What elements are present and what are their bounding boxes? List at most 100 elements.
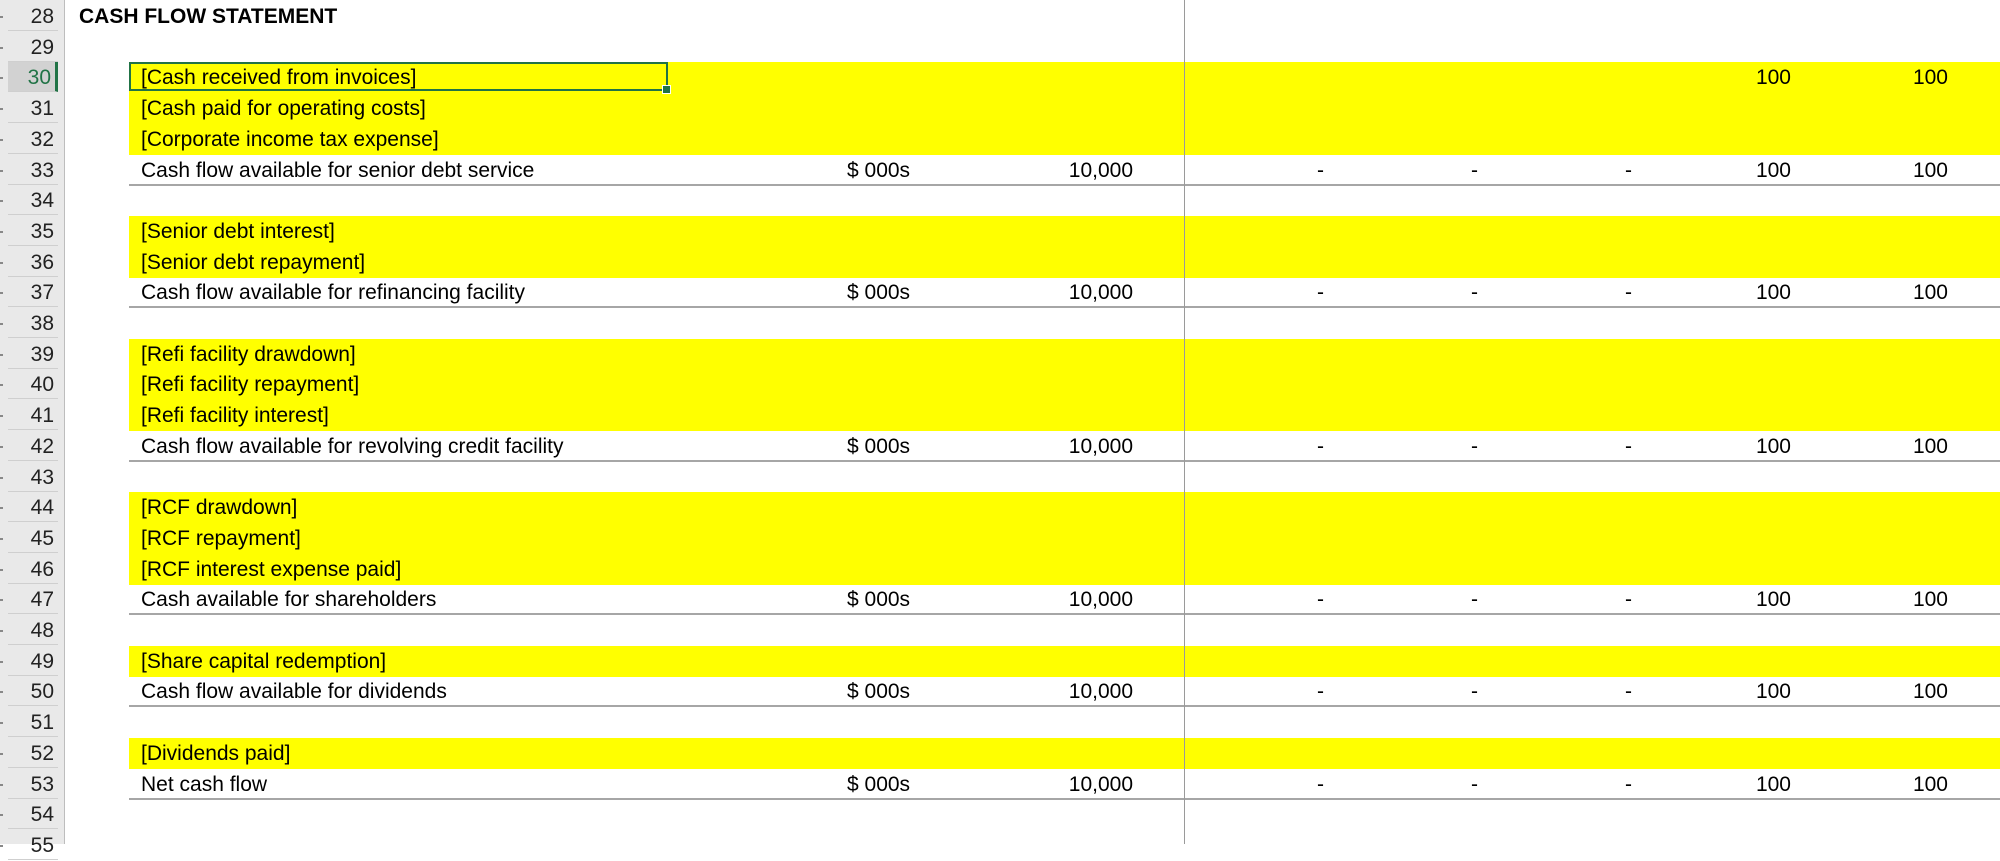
period-value-cell[interactable]: - xyxy=(1317,772,1324,796)
row-number[interactable]: 49 xyxy=(8,646,58,676)
row-number[interactable]: 53 xyxy=(8,769,58,799)
period-value-cell[interactable]: - xyxy=(1471,772,1478,796)
period-value-cell[interactable]: - xyxy=(1625,158,1632,182)
outline-dot xyxy=(0,261,3,264)
row-label-cell[interactable]: [Refi facility interest] xyxy=(141,404,329,428)
period-value-cell[interactable]: - xyxy=(1471,281,1478,305)
row-label-cell[interactable]: [Share capital redemption] xyxy=(141,649,387,673)
row-number[interactable]: 34 xyxy=(8,185,58,216)
row-number[interactable]: 47 xyxy=(8,584,58,615)
total-cell[interactable]: 10,000 xyxy=(1068,434,1133,458)
row-label-cell[interactable]: [RCF repayment] xyxy=(141,526,301,550)
input-fill xyxy=(129,553,2000,585)
period-value-cell[interactable]: 100 xyxy=(1912,680,1948,704)
unit-cell[interactable]: $ 000s xyxy=(847,281,911,305)
period-value-cell[interactable]: - xyxy=(1471,680,1478,704)
row-label-cell[interactable]: Cash flow available for senior debt serv… xyxy=(141,158,535,182)
row-label-cell[interactable]: Cash available for shareholders xyxy=(141,588,437,612)
row-label-cell[interactable]: [Senior debt repayment] xyxy=(141,250,366,274)
period-value-cell[interactable]: - xyxy=(1471,434,1478,458)
total-cell[interactable]: 10,000 xyxy=(1068,588,1133,612)
row-number[interactable]: 37 xyxy=(8,277,58,308)
row-label-cell[interactable]: [RCF drawdown] xyxy=(141,496,298,520)
row-number[interactable]: 55 xyxy=(8,830,58,860)
unit-cell[interactable]: $ 000s xyxy=(847,772,911,796)
period-value-cell[interactable]: 100 xyxy=(1755,680,1791,704)
total-cell[interactable]: 10,000 xyxy=(1068,158,1133,182)
row-number[interactable]: 33 xyxy=(8,155,58,185)
period-value-cell[interactable]: - xyxy=(1317,158,1324,182)
period-value-cell[interactable]: - xyxy=(1625,680,1632,704)
row-label-cell[interactable]: Cash flow available for revolving credit… xyxy=(141,434,564,458)
period-value-cell[interactable]: - xyxy=(1317,588,1324,612)
period-value-cell[interactable]: - xyxy=(1625,588,1632,612)
period-value-cell[interactable]: - xyxy=(1625,281,1632,305)
row-number[interactable]: 48 xyxy=(8,615,58,645)
sheet-row-31: 31 [Cash paid for operating costs] xyxy=(0,93,2000,125)
unit-cell[interactable]: $ 000s xyxy=(847,434,911,458)
row-number[interactable]: 29 xyxy=(8,32,58,62)
row-number[interactable]: 31 xyxy=(8,93,58,124)
row-label-cell[interactable]: [Refi facility drawdown] xyxy=(141,342,356,366)
period-value-cell[interactable]: - xyxy=(1317,680,1324,704)
total-cell[interactable]: 10,000 xyxy=(1068,281,1133,305)
total-cell[interactable]: 10,000 xyxy=(1068,680,1133,704)
period-value-cell[interactable]: 100 xyxy=(1755,772,1791,796)
input-fill xyxy=(129,123,2000,155)
row-label-cell[interactable]: Cash flow available for dividends xyxy=(141,680,447,704)
fill-handle[interactable] xyxy=(662,85,671,95)
row-number[interactable]: 32 xyxy=(8,124,58,154)
row-number[interactable]: 40 xyxy=(8,369,58,400)
row-number[interactable]: 39 xyxy=(8,339,58,369)
row-number[interactable]: 44 xyxy=(8,492,58,523)
unit-cell[interactable]: $ 000s xyxy=(847,680,911,704)
row-label-cell[interactable]: Net cash flow xyxy=(141,772,268,796)
row-label-cell[interactable]: [Cash received from invoices] xyxy=(141,66,417,90)
period-value-cell[interactable]: 100 xyxy=(1912,158,1948,182)
row-number[interactable]: 52 xyxy=(8,738,58,768)
period-value-cell[interactable]: 100 xyxy=(1755,158,1791,182)
row-label-cell[interactable]: [RCF interest expense paid] xyxy=(141,557,402,581)
period-value-cell[interactable]: 100 xyxy=(1912,772,1948,796)
total-cell[interactable]: 10,000 xyxy=(1068,772,1133,796)
period-value-cell[interactable]: 100 xyxy=(1755,66,1791,90)
row-label-cell[interactable]: [Corporate income tax expense] xyxy=(141,127,439,151)
period-value-cell[interactable]: 100 xyxy=(1912,434,1948,458)
period-value-cell[interactable]: - xyxy=(1317,281,1324,305)
row-number[interactable]: 30 xyxy=(8,62,58,93)
row-number[interactable]: 38 xyxy=(8,308,58,338)
period-value-cell[interactable]: - xyxy=(1625,772,1632,796)
row-label-cell[interactable]: [Refi facility repayment] xyxy=(141,373,360,397)
row-label-cell[interactable]: Cash flow available for refinancing faci… xyxy=(141,281,526,305)
row-number[interactable]: 41 xyxy=(8,400,58,431)
row-number[interactable]: 42 xyxy=(8,431,58,461)
period-value-cell[interactable]: 100 xyxy=(1912,66,1948,90)
unit-cell[interactable]: $ 000s xyxy=(847,588,911,612)
period-value-cell[interactable]: 100 xyxy=(1912,588,1948,612)
row-label-cell[interactable]: [Dividends paid] xyxy=(141,741,291,765)
row-label-cell[interactable]: [Senior debt interest] xyxy=(141,219,335,243)
input-fill xyxy=(129,645,2000,677)
row-number[interactable]: 35 xyxy=(8,216,58,246)
unit-cell[interactable]: $ 000s xyxy=(847,158,911,182)
row-number[interactable]: 54 xyxy=(8,799,58,830)
total-rule xyxy=(129,155,2000,186)
row-label-cell[interactable]: [Cash paid for operating costs] xyxy=(141,97,426,121)
period-value-cell[interactable]: - xyxy=(1317,434,1324,458)
period-value-cell[interactable]: 100 xyxy=(1912,281,1948,305)
row-number[interactable]: 45 xyxy=(8,523,58,553)
row-number[interactable]: 51 xyxy=(8,707,58,738)
outline-dot xyxy=(0,108,3,111)
period-value-cell[interactable]: - xyxy=(1471,588,1478,612)
period-value-cell[interactable]: 100 xyxy=(1755,434,1791,458)
period-value-cell[interactable]: 100 xyxy=(1755,281,1791,305)
row-number[interactable]: 46 xyxy=(8,554,58,584)
row-number[interactable]: 36 xyxy=(8,247,58,277)
period-value-cell[interactable]: - xyxy=(1625,434,1632,458)
row-number[interactable]: 28 xyxy=(8,1,58,31)
period-value-cell[interactable]: - xyxy=(1471,158,1478,182)
period-value-cell[interactable]: 100 xyxy=(1755,588,1791,612)
row-number[interactable]: 43 xyxy=(8,462,58,492)
row-number[interactable]: 50 xyxy=(8,676,58,707)
